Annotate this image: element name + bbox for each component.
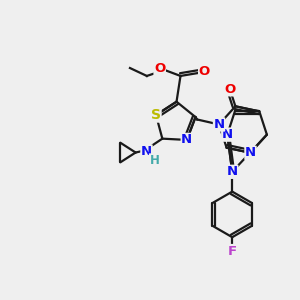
Text: H: H xyxy=(149,154,159,167)
Text: N: N xyxy=(181,134,192,146)
Text: S: S xyxy=(151,108,161,122)
Text: F: F xyxy=(228,244,237,258)
Text: O: O xyxy=(199,65,210,79)
Text: N: N xyxy=(227,165,238,178)
Text: N: N xyxy=(141,145,152,158)
Text: O: O xyxy=(154,61,165,74)
Text: O: O xyxy=(224,83,236,96)
Text: N: N xyxy=(222,128,233,141)
Text: N: N xyxy=(214,118,225,131)
Text: N: N xyxy=(245,146,256,159)
